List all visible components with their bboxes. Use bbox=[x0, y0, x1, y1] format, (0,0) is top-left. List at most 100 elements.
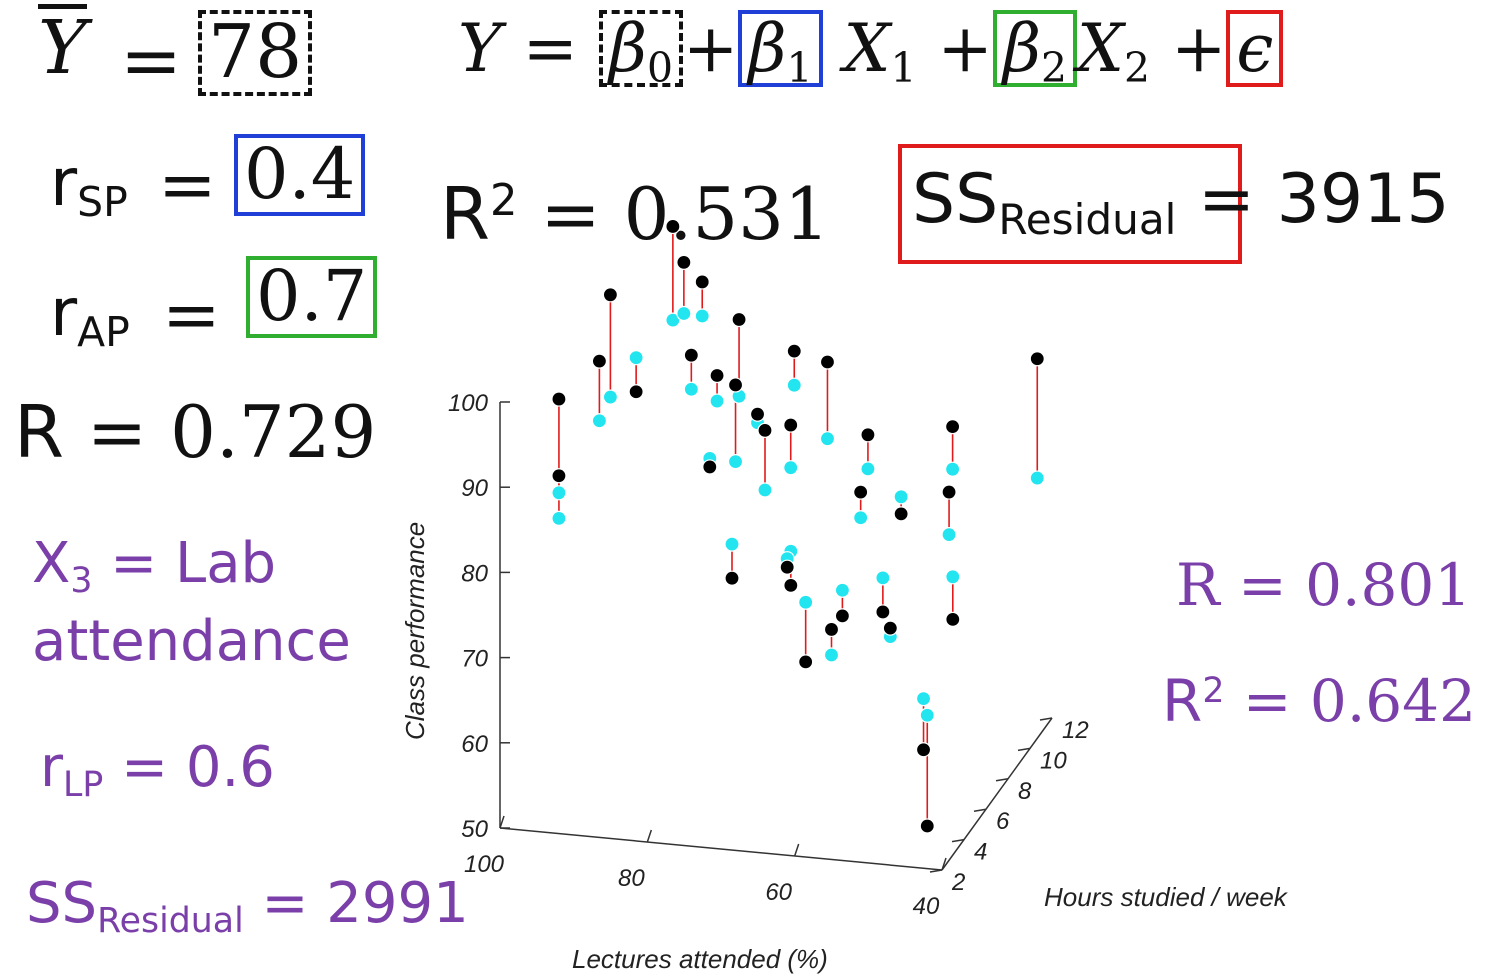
eq-plus-2: + bbox=[937, 10, 993, 87]
r-lp: rLP = 0.6 bbox=[40, 740, 275, 803]
z-tick-label: 100 bbox=[448, 390, 489, 417]
x-axis-label: Lectures attended (%) bbox=[572, 944, 828, 974]
r2-top: R2 = 0.531 bbox=[440, 178, 830, 250]
observed-point bbox=[783, 577, 799, 593]
y-axis-label: Hours studied / week bbox=[1044, 882, 1289, 912]
predicted-point bbox=[875, 570, 891, 586]
observed-point bbox=[702, 459, 718, 475]
predicted-point bbox=[783, 460, 799, 476]
ybar-symbol: Y bbox=[38, 4, 87, 85]
x-tick-label: 80 bbox=[618, 865, 645, 892]
predicted-point bbox=[628, 350, 644, 366]
r-sp-value-box: 0.4 bbox=[234, 133, 366, 216]
x1: X bbox=[843, 10, 891, 87]
r-sp-letter: r bbox=[50, 144, 78, 221]
predicted-point bbox=[551, 485, 567, 501]
beta1: β bbox=[748, 10, 787, 87]
observed-point bbox=[944, 419, 961, 435]
z-tick-label: 60 bbox=[461, 731, 488, 758]
predicted-point bbox=[834, 582, 851, 598]
x1-sub: 1 bbox=[890, 44, 917, 93]
z-tick-label: 50 bbox=[461, 816, 488, 843]
eq-plus-3: + bbox=[1171, 10, 1227, 87]
predicted-point bbox=[602, 389, 619, 405]
x3-text: = Lab bbox=[110, 531, 277, 596]
x-tick bbox=[793, 843, 800, 857]
r-lp-value: = 0.6 bbox=[121, 735, 275, 800]
r-sp-value: 0.4 bbox=[244, 133, 356, 215]
beta1-box: β1 bbox=[738, 10, 823, 90]
ss-top: SSResidual = 3915 bbox=[912, 166, 1450, 241]
predicted-point bbox=[853, 510, 869, 526]
observed-point bbox=[676, 254, 692, 270]
observed-point bbox=[551, 468, 567, 484]
predicted-point bbox=[823, 647, 840, 663]
observed-point bbox=[834, 608, 851, 624]
observed-point bbox=[819, 354, 836, 370]
predicted-point bbox=[683, 381, 699, 397]
ss-top-letters: SS bbox=[912, 160, 999, 239]
x3-letter: X bbox=[32, 531, 71, 596]
r2-top-equals: = bbox=[540, 172, 624, 256]
ss-lab-value: = 2991 bbox=[261, 871, 469, 936]
observed-point bbox=[875, 604, 891, 620]
eq-equals: = bbox=[522, 10, 578, 87]
observed-point bbox=[941, 484, 957, 500]
observed-point bbox=[591, 353, 608, 369]
r2-right: R2 = 0.642 bbox=[1162, 672, 1476, 730]
x-tick bbox=[499, 815, 505, 829]
r2-right-letter: R bbox=[1162, 667, 1203, 735]
observed-point bbox=[893, 506, 909, 522]
observed-point bbox=[915, 742, 932, 758]
x2: X bbox=[1077, 10, 1125, 87]
observed-point bbox=[823, 621, 840, 638]
r-ap-equals: = bbox=[162, 274, 221, 356]
y-tick-label: 6 bbox=[996, 808, 1010, 835]
x3-sub: 3 bbox=[70, 560, 93, 601]
beta1-sub: 1 bbox=[786, 44, 813, 93]
observed-point bbox=[882, 620, 898, 636]
y-axis-line bbox=[941, 717, 1053, 871]
ss-lab-sub: Residual bbox=[97, 900, 244, 941]
model-equation: Y = β0 + β1 X1 + β2 X2 + ϵ bbox=[458, 10, 1284, 90]
r-lp-sub: LP bbox=[63, 764, 104, 805]
ybar-letter: Y bbox=[38, 5, 87, 91]
eq-y: Y bbox=[458, 10, 502, 87]
x-tick-label: 40 bbox=[913, 893, 940, 920]
r-ap-subscript: AP bbox=[77, 308, 130, 357]
predicted-point bbox=[724, 536, 740, 552]
predicted-point bbox=[798, 594, 814, 610]
ss-top-value: 3915 bbox=[1276, 160, 1450, 239]
y-tick bbox=[1039, 717, 1053, 721]
observed-point bbox=[860, 427, 876, 443]
r2-top-sup: 2 bbox=[490, 176, 518, 227]
y-tick bbox=[995, 778, 1009, 782]
y-tick bbox=[929, 869, 943, 873]
x-tick-label: 60 bbox=[765, 879, 792, 906]
r-ap-label: rAP bbox=[50, 280, 130, 353]
r2-right-sup: 2 bbox=[1202, 670, 1225, 711]
y-tick-label: 2 bbox=[951, 869, 965, 896]
observed-point bbox=[551, 391, 567, 407]
z-tick-label: 80 bbox=[461, 560, 488, 587]
r2-top-value: 0.531 bbox=[623, 172, 830, 256]
x-axis-line bbox=[499, 827, 943, 871]
observed-point bbox=[1029, 351, 1045, 367]
beta0: β bbox=[608, 10, 648, 87]
ybar-equals: = bbox=[120, 18, 183, 104]
epsilon: ϵ bbox=[1236, 10, 1274, 87]
beta2: β bbox=[1002, 10, 1042, 87]
observed-point bbox=[757, 422, 773, 438]
y-tick bbox=[973, 808, 987, 812]
observed-point bbox=[919, 818, 935, 834]
predicted-point bbox=[551, 510, 567, 526]
observed-point bbox=[709, 367, 725, 384]
r2-right-value: = 0.642 bbox=[1242, 667, 1476, 735]
y-tick-label: 4 bbox=[974, 839, 987, 866]
ss-lab: SSResidual = 2991 bbox=[26, 876, 469, 939]
r-ap-letter: r bbox=[50, 274, 78, 351]
axis-labels: Class performance Lectures attended (%) … bbox=[400, 522, 1289, 974]
predicted-point bbox=[676, 305, 692, 322]
